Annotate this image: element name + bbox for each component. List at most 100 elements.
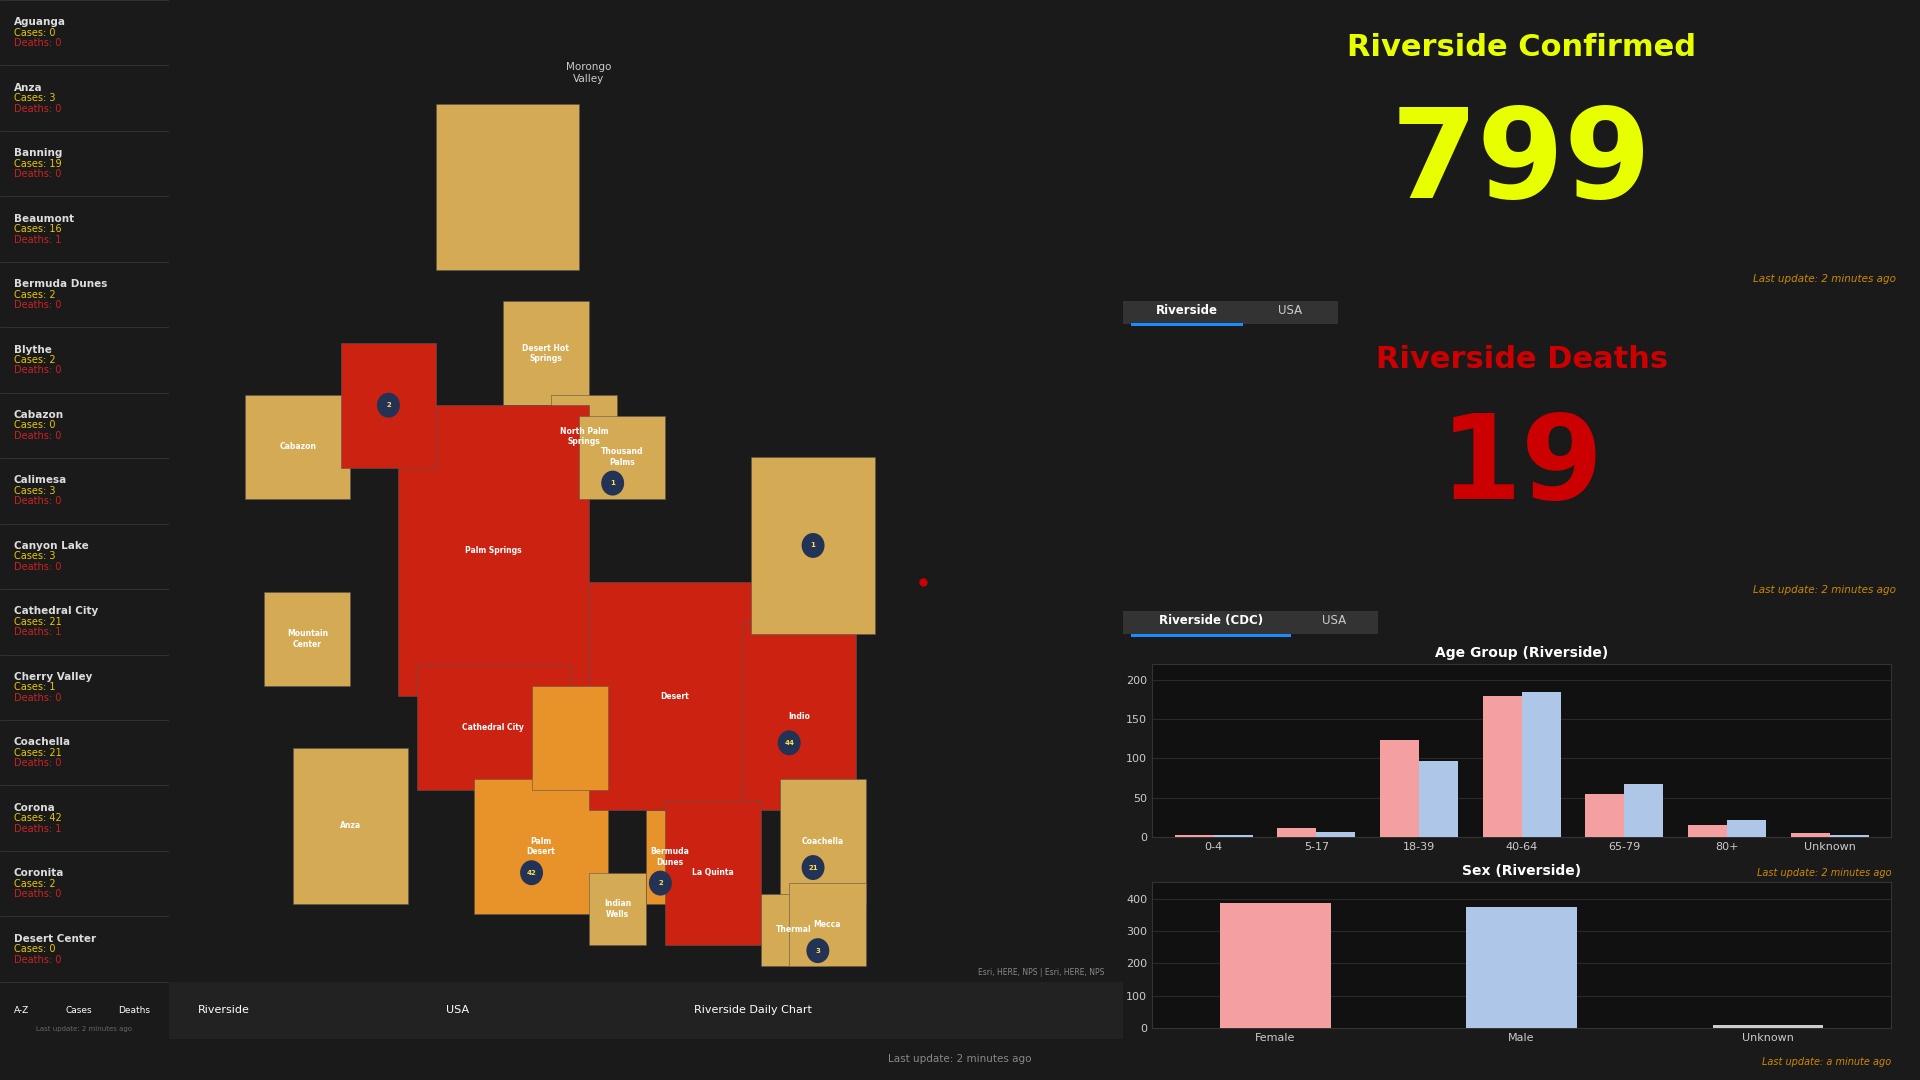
Circle shape — [520, 861, 543, 886]
Text: Desert Hot
Springs: Desert Hot Springs — [522, 343, 570, 363]
Text: 42: 42 — [526, 869, 536, 876]
Bar — [1219, 903, 1331, 1028]
Bar — [436, 104, 580, 270]
Title: Age Group (Riverside): Age Group (Riverside) — [1434, 646, 1609, 660]
Bar — [1713, 1025, 1824, 1028]
Bar — [417, 665, 570, 789]
Text: Cases: 0: Cases: 0 — [13, 944, 56, 954]
Text: Last update: 2 minutes ago: Last update: 2 minutes ago — [1757, 868, 1891, 878]
Text: Cases: Cases — [65, 1005, 92, 1015]
Text: Thousand
Palms: Thousand Palms — [601, 447, 643, 467]
Text: Palm
Desert: Palm Desert — [526, 837, 555, 856]
Bar — [1131, 634, 1290, 637]
Circle shape — [803, 534, 824, 558]
Bar — [474, 780, 609, 915]
Text: Cathedral City: Cathedral City — [13, 606, 98, 617]
Text: A-Z: A-Z — [13, 1005, 29, 1015]
Bar — [1688, 825, 1726, 837]
Text: Cases: 21: Cases: 21 — [13, 617, 61, 626]
Text: Riverside: Riverside — [1156, 303, 1217, 316]
Bar — [1380, 741, 1419, 837]
Text: Beaumont: Beaumont — [13, 214, 73, 224]
Text: 21: 21 — [808, 864, 818, 870]
Bar — [1131, 323, 1242, 326]
Text: Esri, HERE, NPS | Esri, HERE, NPS: Esri, HERE, NPS | Esri, HERE, NPS — [977, 968, 1104, 976]
Text: Last update: 2 minutes ago: Last update: 2 minutes ago — [889, 1054, 1031, 1065]
Text: Riverside: Riverside — [198, 1005, 250, 1015]
FancyBboxPatch shape — [1123, 301, 1250, 324]
Text: 44: 44 — [783, 740, 795, 746]
Text: Riverside (CDC): Riverside (CDC) — [1160, 615, 1263, 627]
Bar — [1726, 820, 1766, 837]
Text: Anza: Anza — [340, 822, 361, 831]
Text: Bermuda
Dunes: Bermuda Dunes — [651, 848, 689, 867]
Text: Last update: 2 minutes ago: Last update: 2 minutes ago — [1753, 585, 1897, 595]
Bar — [532, 686, 609, 789]
Text: Coachella: Coachella — [13, 738, 71, 747]
Text: Indio: Indio — [787, 713, 810, 721]
Text: Last update: 2 minutes ago: Last update: 2 minutes ago — [36, 1026, 132, 1032]
Bar — [589, 873, 645, 945]
Text: Cases: 16: Cases: 16 — [13, 224, 61, 234]
Text: Deaths: 0: Deaths: 0 — [13, 431, 61, 441]
Bar — [760, 893, 828, 967]
Text: Desert: Desert — [660, 691, 689, 701]
Text: 1: 1 — [810, 542, 816, 549]
Text: Mecca: Mecca — [814, 920, 841, 929]
Circle shape — [376, 393, 399, 418]
Text: Cabazon: Cabazon — [278, 442, 317, 451]
Text: Calimesa: Calimesa — [13, 475, 67, 485]
Text: Deaths: 1: Deaths: 1 — [13, 824, 61, 834]
Circle shape — [778, 730, 801, 755]
Text: Canyon Lake: Canyon Lake — [13, 541, 88, 551]
Text: Mountain
Center: Mountain Center — [286, 630, 328, 649]
Text: Morongo
Valley: Morongo Valley — [566, 62, 611, 83]
Text: Cherry Valley: Cherry Valley — [13, 672, 92, 681]
Text: Last update: a minute ago: Last update: a minute ago — [1763, 1057, 1891, 1067]
Text: Cathedral City: Cathedral City — [463, 723, 524, 732]
Bar — [1213, 836, 1252, 837]
Bar — [265, 592, 349, 686]
Text: USA: USA — [445, 1005, 468, 1015]
Text: Blythe: Blythe — [13, 345, 52, 354]
Text: Cases: 2: Cases: 2 — [13, 355, 56, 365]
Text: Deaths: 0: Deaths: 0 — [13, 562, 61, 571]
Text: Deaths: Deaths — [119, 1005, 150, 1015]
Text: Cases: 0: Cases: 0 — [13, 420, 56, 431]
Title: Sex (Riverside): Sex (Riverside) — [1461, 864, 1582, 878]
Text: Anza: Anza — [13, 83, 42, 93]
Text: 2: 2 — [659, 880, 662, 886]
Bar — [1277, 827, 1317, 837]
Bar — [741, 623, 856, 810]
Text: 19: 19 — [1440, 409, 1603, 524]
Bar — [751, 457, 876, 634]
Text: Deaths: 0: Deaths: 0 — [13, 300, 61, 310]
Text: Riverside Deaths: Riverside Deaths — [1375, 346, 1668, 375]
Text: 1: 1 — [611, 481, 614, 486]
Text: Deaths: 0: Deaths: 0 — [13, 692, 61, 703]
Bar — [1624, 784, 1663, 837]
Text: 3: 3 — [816, 947, 820, 954]
Text: USA: USA — [1279, 303, 1302, 316]
Text: Palm Springs: Palm Springs — [465, 546, 522, 555]
Bar — [397, 405, 589, 697]
Circle shape — [803, 855, 824, 880]
Text: Cases: 42: Cases: 42 — [13, 813, 61, 823]
Text: Cases: 19: Cases: 19 — [13, 159, 61, 168]
Bar — [551, 395, 618, 478]
Bar — [1482, 696, 1521, 837]
Text: Deaths: 0: Deaths: 0 — [13, 955, 61, 964]
Bar — [294, 748, 407, 904]
Text: Indian
Wells: Indian Wells — [603, 900, 632, 919]
Text: Deaths: 1: Deaths: 1 — [13, 234, 61, 244]
Text: Cases: 2: Cases: 2 — [13, 879, 56, 889]
Text: Deaths: 0: Deaths: 0 — [13, 170, 61, 179]
Text: North Palm
Springs: North Palm Springs — [561, 427, 609, 446]
Bar — [645, 810, 693, 904]
Text: La Quinta: La Quinta — [691, 868, 733, 877]
Text: 2: 2 — [386, 402, 392, 408]
Bar — [169, 982, 1123, 1039]
Bar — [780, 780, 866, 904]
Text: Riverside Daily Chart: Riverside Daily Chart — [693, 1005, 812, 1015]
Text: Cases: 3: Cases: 3 — [13, 552, 56, 562]
